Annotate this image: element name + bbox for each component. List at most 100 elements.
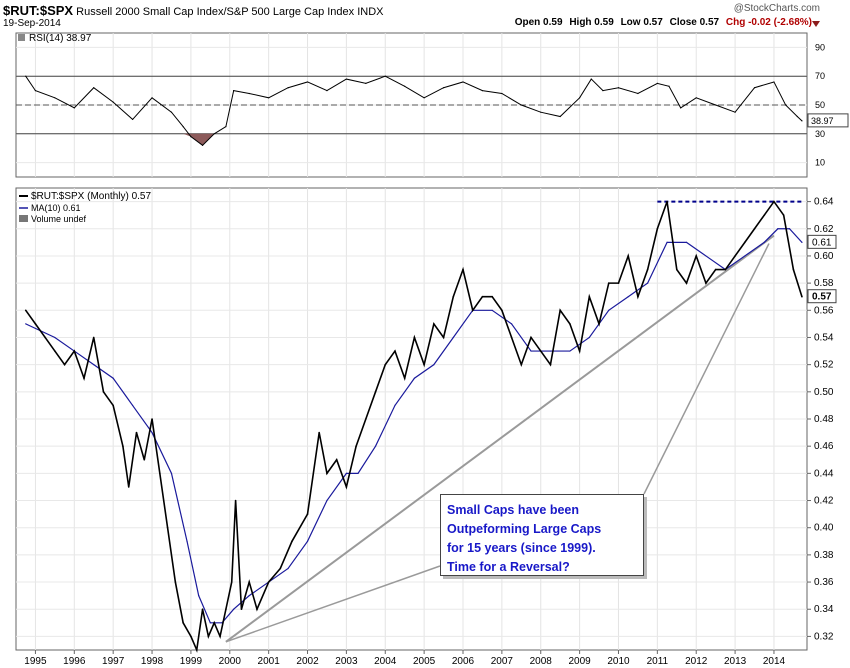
rsi-point [501, 92, 503, 95]
symbol-label: $RUT:$SPX [3, 3, 74, 18]
price-point [279, 567, 282, 570]
open-value: Open 0.59 [514, 17, 563, 28]
chart-header: $RUT:$SPX Russell 2000 Small Cap Index/S… [3, 3, 384, 18]
y-tick-label: 0.46 [814, 441, 834, 452]
price-point [627, 255, 629, 257]
price-point [773, 200, 775, 203]
price-point [234, 499, 237, 502]
price-point [423, 363, 425, 366]
price-point [326, 472, 328, 475]
price-point [782, 214, 785, 216]
ma-point [93, 364, 95, 366]
price-point [734, 255, 736, 257]
price-point [394, 350, 396, 352]
close-value: Close 0.57 [669, 17, 720, 28]
ma-point [744, 255, 746, 257]
x-tick-label: 2001 [258, 656, 281, 667]
ma-point [170, 472, 173, 474]
price-point [122, 445, 124, 447]
price-value-tag [807, 289, 837, 304]
rsi-point [25, 75, 27, 77]
y-tick-label: 0.44 [814, 468, 834, 479]
x-tick-label: 2000 [219, 656, 242, 667]
price-point [569, 323, 571, 325]
support-trendline [225, 234, 775, 643]
ma-point [452, 336, 454, 339]
price-point [306, 513, 309, 515]
price-point [63, 363, 66, 366]
price-point [219, 635, 221, 638]
x-tick-label: 2002 [296, 656, 319, 667]
rsi-point [326, 90, 328, 92]
x-tick-label: 2009 [568, 656, 591, 667]
rsi-tick-label: 30 [815, 129, 825, 139]
high-value: High 0.59 [569, 17, 614, 28]
price-point [433, 323, 435, 325]
x-tick-label: 2010 [607, 656, 630, 667]
price-point [135, 431, 138, 434]
brand-watermark: @StockCharts.com [733, 3, 820, 14]
x-tick-label: 2004 [374, 656, 397, 667]
price-point [744, 241, 746, 244]
rsi-point [520, 104, 522, 106]
rsi-tick-label: 10 [815, 158, 825, 168]
price-point [705, 282, 707, 284]
price-point [83, 377, 85, 380]
price-point [159, 472, 161, 475]
price-point [112, 404, 114, 407]
ma-point [287, 567, 289, 570]
price-point [248, 581, 251, 583]
price-point [588, 295, 591, 298]
price-point [384, 363, 387, 366]
ma-point [627, 296, 629, 298]
exchange-label: INDX [357, 6, 384, 18]
ma-line [25, 228, 803, 624]
y-tick-label: 0.64 [814, 197, 834, 208]
price-point [54, 350, 56, 352]
y-tick-label: 0.50 [814, 387, 834, 398]
ma-point [569, 350, 571, 352]
price-point [166, 526, 169, 529]
price-point [195, 649, 198, 651]
y-tick-label: 0.40 [814, 523, 834, 534]
price-point [73, 350, 76, 352]
rsi-point [404, 85, 406, 87]
rsi-point [785, 104, 787, 106]
price-point [637, 295, 639, 298]
price-point [481, 295, 484, 298]
price-point [501, 309, 503, 312]
rsi-point [668, 85, 670, 87]
price-point [345, 486, 348, 488]
ma-point [326, 499, 328, 502]
price-point [207, 635, 210, 638]
rsi-point [170, 111, 173, 113]
rsi-value-tag [807, 113, 849, 128]
legend-ma-label: MA(10) 0.61 [31, 203, 81, 213]
rsi-point [54, 97, 56, 99]
ma-point [233, 608, 235, 610]
ma-point [357, 472, 359, 474]
annotation-line: for 15 years (since 1999). [447, 541, 596, 555]
down-arrow-icon [812, 21, 820, 27]
rsi-point [602, 90, 604, 92]
ma-point [530, 350, 532, 352]
x-tick-label: 2014 [763, 656, 786, 667]
rsi-point [132, 118, 134, 120]
rsi-label: RSI(14) 38.97 [29, 33, 92, 44]
price-point [230, 581, 233, 583]
price-point [318, 431, 320, 434]
rsi-point [151, 97, 153, 99]
price-point [174, 581, 177, 583]
low-value: Low 0.57 [620, 17, 663, 28]
ma-point [491, 309, 493, 311]
rsi-point [442, 87, 445, 89]
ma-point [801, 241, 803, 243]
price-point [714, 268, 717, 271]
ma-point [54, 336, 56, 339]
rsi-point [617, 87, 620, 89]
rsi-line [25, 75, 803, 146]
price-point [452, 295, 455, 298]
rsi-oversold-fill [183, 133, 226, 146]
price-point [213, 622, 216, 624]
